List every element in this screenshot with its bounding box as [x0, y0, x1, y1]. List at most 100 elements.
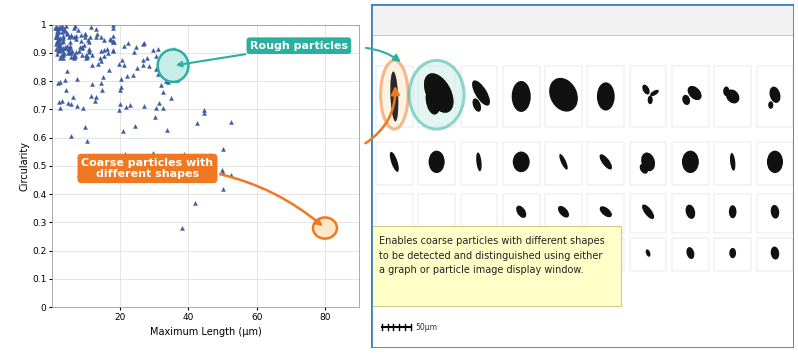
Point	[61, 30, 73, 36]
X-axis label: Maximum Length (μm): Maximum Length (μm)	[149, 327, 262, 337]
Point	[67, 54, 80, 60]
Ellipse shape	[771, 246, 780, 259]
FancyBboxPatch shape	[460, 66, 497, 127]
FancyBboxPatch shape	[376, 238, 413, 271]
Point	[55, 48, 68, 53]
Ellipse shape	[688, 86, 701, 100]
Ellipse shape	[313, 217, 337, 239]
Point	[114, 76, 127, 82]
Point	[58, 26, 71, 32]
Point	[91, 31, 104, 37]
Point	[84, 34, 97, 40]
Point	[169, 56, 182, 62]
Ellipse shape	[685, 205, 695, 219]
Point	[50, 38, 63, 43]
Ellipse shape	[512, 81, 531, 112]
Point	[73, 171, 85, 177]
Text: Z→A: Z→A	[710, 16, 725, 22]
FancyBboxPatch shape	[672, 238, 709, 271]
Ellipse shape	[390, 152, 399, 172]
Point	[318, 225, 331, 231]
Point	[74, 32, 87, 38]
Point	[78, 171, 91, 177]
Ellipse shape	[390, 72, 398, 121]
Ellipse shape	[729, 248, 736, 258]
Point	[140, 55, 153, 60]
Point	[61, 31, 73, 37]
Point	[53, 55, 66, 61]
Point	[85, 93, 98, 98]
Point	[98, 38, 111, 43]
Point	[155, 83, 168, 88]
Point	[129, 124, 142, 129]
Point	[69, 53, 81, 59]
Point	[61, 43, 73, 49]
Ellipse shape	[424, 73, 453, 113]
Point	[82, 37, 95, 43]
Point	[64, 45, 77, 50]
Point	[50, 51, 63, 56]
FancyBboxPatch shape	[714, 238, 751, 271]
Point	[59, 44, 72, 50]
Point	[97, 74, 109, 80]
Point	[174, 73, 187, 79]
Ellipse shape	[769, 86, 780, 103]
Ellipse shape	[559, 154, 567, 170]
Ellipse shape	[599, 154, 612, 169]
Ellipse shape	[648, 96, 653, 104]
Point	[103, 67, 116, 73]
Point	[171, 52, 184, 58]
Point	[62, 50, 75, 56]
Point	[56, 23, 69, 29]
Point	[107, 48, 120, 53]
Point	[51, 29, 64, 35]
Point	[167, 46, 180, 52]
Point	[69, 49, 82, 55]
Point	[136, 57, 149, 62]
Point	[68, 52, 81, 58]
Point	[69, 33, 82, 39]
Ellipse shape	[729, 205, 737, 218]
FancyBboxPatch shape	[672, 66, 709, 127]
Point	[124, 102, 136, 107]
Point	[152, 46, 164, 52]
Point	[82, 46, 95, 52]
Point	[122, 40, 135, 46]
Ellipse shape	[409, 60, 464, 129]
Point	[172, 50, 185, 55]
Point	[49, 34, 62, 39]
Point	[53, 43, 66, 48]
Point	[107, 22, 120, 28]
Point	[189, 200, 202, 205]
Point	[74, 38, 87, 44]
FancyBboxPatch shape	[630, 194, 666, 233]
Point	[176, 225, 188, 231]
Point	[56, 47, 69, 53]
FancyBboxPatch shape	[503, 142, 539, 185]
Ellipse shape	[723, 86, 729, 96]
FancyBboxPatch shape	[369, 226, 621, 306]
Text: Rough particles: Rough particles	[178, 41, 348, 66]
Point	[53, 48, 65, 54]
Point	[86, 82, 99, 87]
Ellipse shape	[726, 89, 740, 103]
Point	[92, 61, 105, 67]
FancyBboxPatch shape	[460, 194, 497, 233]
Point	[161, 79, 174, 85]
Point	[150, 105, 163, 110]
Point	[149, 66, 162, 72]
Point	[53, 24, 65, 29]
FancyBboxPatch shape	[757, 66, 793, 127]
Point	[156, 89, 169, 95]
Point	[128, 49, 140, 55]
Point	[76, 45, 89, 50]
Point	[217, 170, 230, 176]
Point	[64, 43, 77, 49]
Point	[151, 71, 164, 77]
Point	[89, 34, 102, 40]
Point	[215, 167, 228, 173]
Point	[119, 104, 132, 109]
Point	[53, 44, 66, 50]
FancyBboxPatch shape	[503, 66, 539, 127]
Point	[117, 62, 130, 68]
